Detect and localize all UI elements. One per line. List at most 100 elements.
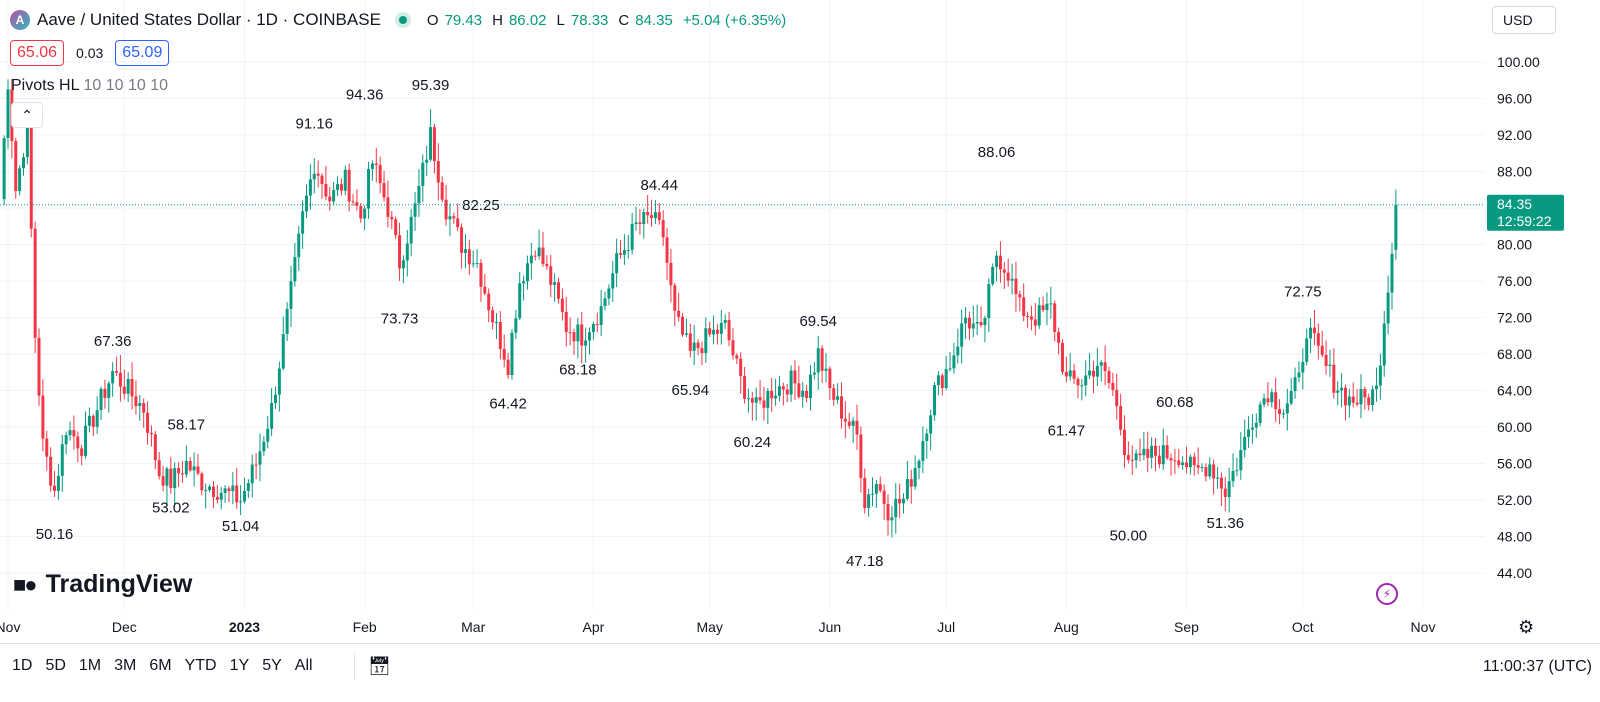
candle-body xyxy=(700,348,704,354)
candle-body xyxy=(731,340,735,356)
range-3m-button[interactable]: 3M xyxy=(114,657,137,674)
utc-clock[interactable]: 11:00:37 (UTC) xyxy=(1482,658,1592,675)
candle-body xyxy=(1084,375,1088,386)
symbol-title[interactable]: Aave / United States Dollar · 1D · COINB… xyxy=(37,10,381,29)
candle-body xyxy=(177,468,181,474)
buy-price-button[interactable]: 65.09 xyxy=(115,40,170,66)
candle-body xyxy=(1146,448,1150,458)
candle-body xyxy=(374,163,378,165)
candle-body xyxy=(696,342,700,349)
candle-body xyxy=(797,383,801,397)
price-tick-label: 64.00 xyxy=(1497,383,1532,399)
currency-button[interactable]: USD xyxy=(1492,6,1556,34)
candle-body xyxy=(6,89,10,139)
candle-body xyxy=(758,397,762,401)
candle-body xyxy=(692,342,696,351)
range-1y-button[interactable]: 1Y xyxy=(229,657,250,674)
candle-body xyxy=(882,490,886,505)
candle-body xyxy=(56,475,60,491)
candle-body xyxy=(808,374,812,398)
candle-body xyxy=(409,216,413,244)
candle-body xyxy=(254,464,258,466)
time-axis[interactable]: Nov Dec 2023 Feb Mar Apr May Jun Jul Aug Sep Oct Nov xyxy=(0,619,1435,635)
candle-body xyxy=(886,504,890,521)
candle-body xyxy=(161,476,165,486)
change-value: +5.04 (+6.35%) xyxy=(682,11,787,29)
candle-body xyxy=(584,340,588,346)
candle-body xyxy=(894,498,898,518)
time-tick-label: Nov xyxy=(1411,619,1436,635)
candle-body xyxy=(1010,278,1014,281)
candle-body xyxy=(301,211,305,234)
candle-body xyxy=(1126,455,1130,460)
candle-body xyxy=(1355,402,1359,405)
candle-body xyxy=(529,255,533,264)
sell-price-button[interactable]: 65.06 xyxy=(10,40,65,66)
candle-body xyxy=(1181,462,1185,466)
candle-body xyxy=(436,161,440,183)
indicator-params: 10 10 10 10 xyxy=(83,77,168,94)
candle-body xyxy=(1316,333,1320,346)
candle-body xyxy=(440,182,444,200)
candle-body xyxy=(184,461,188,475)
gear-icon[interactable]: ⚙ xyxy=(1518,617,1535,637)
candle-body xyxy=(987,284,991,319)
calendar-icon[interactable]: 📅︎ xyxy=(368,656,391,676)
candle-body xyxy=(545,263,549,267)
tradingview-logo[interactable]: ■● TradingView xyxy=(13,570,192,599)
candle-body xyxy=(498,322,502,349)
candle-body xyxy=(250,464,254,484)
chevron-up-icon[interactable]: ⌃ xyxy=(11,102,43,128)
candle-body xyxy=(785,389,789,395)
price-chart[interactable]: 67.36 50.16 58.17 53.02 51.04 91.16 94.36 95.39… xyxy=(0,0,1600,643)
candle-body xyxy=(425,159,429,163)
range-all-button[interactable]: All xyxy=(294,657,313,674)
range-5d-button[interactable]: 5D xyxy=(45,657,66,674)
candle-body xyxy=(1208,464,1212,477)
market-open-icon xyxy=(398,16,407,24)
range-1m-button[interactable]: 1M xyxy=(78,657,102,674)
range-5y-button[interactable]: 5Y xyxy=(262,657,282,674)
candle-body xyxy=(153,434,157,461)
candle-body xyxy=(669,262,673,286)
range-1d-button[interactable]: 1D xyxy=(12,657,33,674)
candle-body xyxy=(936,375,940,386)
candle-body xyxy=(801,390,805,397)
candle-body xyxy=(1320,345,1324,355)
candle-body xyxy=(242,490,246,502)
indicator-legend[interactable]: Pivots HL 10 10 10 10 xyxy=(11,77,168,95)
candle-body xyxy=(867,494,871,508)
candle-body xyxy=(142,403,146,413)
candle-body xyxy=(355,202,359,206)
candle-body xyxy=(91,415,95,427)
candle-body xyxy=(196,466,200,474)
indicator-name[interactable]: Pivots HL xyxy=(11,77,80,94)
candle-body xyxy=(479,263,483,287)
candle-body xyxy=(293,257,297,282)
candle-body xyxy=(84,425,88,456)
candle-body xyxy=(239,501,243,503)
price-axis[interactable]: 100.0096.0092.0088.0084.0080.0076.0072.0… xyxy=(1497,54,1540,581)
low-key: L xyxy=(556,11,565,29)
candle-body xyxy=(522,281,526,284)
candle-body xyxy=(1371,389,1375,406)
candle-body xyxy=(444,199,448,220)
candle-body xyxy=(1119,406,1123,430)
candle-body xyxy=(417,185,421,204)
candle-body xyxy=(281,333,285,369)
candle-body xyxy=(1002,269,1006,273)
candle-body xyxy=(591,323,595,333)
pivot-label: 64.42 xyxy=(489,396,527,413)
candle-body xyxy=(351,201,355,203)
range-ytd-button[interactable]: YTD xyxy=(184,657,217,674)
candle-body xyxy=(471,263,475,265)
candle-body xyxy=(1297,372,1301,378)
candle-body xyxy=(1301,361,1305,373)
candle-body xyxy=(622,250,626,255)
time-tick-label: Oct xyxy=(1292,619,1314,635)
lightning-icon[interactable]: ⚡ xyxy=(1376,583,1398,605)
range-6m-button[interactable]: 6M xyxy=(149,657,172,674)
candle-body xyxy=(723,319,727,323)
candle-body xyxy=(64,435,68,445)
pivot-label: 51.04 xyxy=(222,518,260,535)
